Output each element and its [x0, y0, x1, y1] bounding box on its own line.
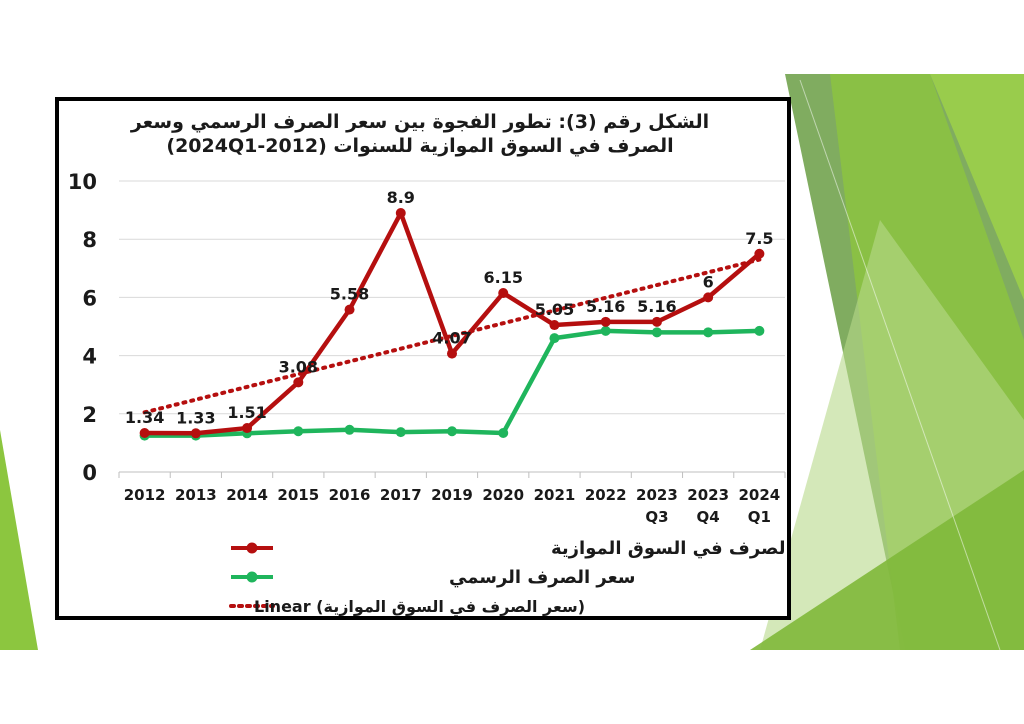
x-tick-label: 2017 [380, 486, 422, 504]
x-tick-label: 2013 [175, 486, 217, 504]
data-point [754, 325, 765, 336]
x-tick-label: 2016 [329, 486, 371, 504]
legend-item-trend: Linear (سعر الصرف في السوق الموازية) [229, 597, 585, 616]
y-tick-label: 0 [82, 461, 97, 485]
data-label: 5.58 [330, 285, 369, 304]
data-point [190, 428, 201, 439]
data-point [293, 377, 304, 388]
legend-label-trend: Linear (سعر الصرف في السوق الموازية) [254, 597, 585, 616]
line-chart: الشكل رقم (3): تطور الفجوة بين سعر الصرف… [68, 111, 787, 616]
data-label: 6.15 [483, 268, 522, 287]
data-point [395, 208, 406, 219]
data-point [344, 424, 355, 435]
chart-frame: الشكل رقم (3): تطور الفجوة بين سعر الصرف… [55, 97, 791, 620]
data-point [139, 428, 150, 439]
chart-title-line-1: الشكل رقم (3): تطور الفجوة بين سعر الصرف… [130, 111, 709, 133]
series-official [139, 325, 765, 441]
x-tick-label: Q4 [697, 508, 720, 526]
data-label: 3.08 [279, 357, 318, 376]
x-tick-label: 2024 [739, 486, 781, 504]
data-point [447, 426, 457, 437]
data-label: 5.05 [535, 300, 574, 319]
y-tick-label: 4 [82, 345, 97, 369]
legend-marker-official [246, 571, 258, 583]
x-tick-label: Q3 [645, 508, 668, 526]
x-axis: 2012 2013 2014 2015 2016 2017 2019 2020 2021 2022… [118, 471, 786, 526]
bottom-margin [0, 650, 1024, 724]
x-tick-label: 2014 [226, 486, 268, 504]
data-point [293, 426, 304, 437]
data-point [549, 320, 560, 331]
decor-shape-bottom [750, 470, 1024, 650]
data-label: 8.9 [387, 188, 415, 207]
data-point [344, 304, 355, 315]
data-label: 1.33 [176, 408, 215, 427]
data-point [754, 248, 765, 259]
y-tick-label: 6 [82, 286, 97, 310]
legend-label-parallel: سعر الصرف في السوق الموازية [551, 538, 787, 559]
data-point [498, 428, 509, 439]
y-axis-ticks: 0 2 4 6 8 10 [68, 170, 97, 485]
data-point [395, 427, 406, 438]
data-point [600, 325, 611, 336]
x-tick-label: 2022 [585, 486, 627, 504]
series-lines [139, 208, 765, 441]
data-label: 5.16 [637, 297, 676, 316]
y-tick-label: 8 [82, 228, 97, 252]
x-tick-label: 2023 [687, 486, 729, 504]
data-point [600, 316, 611, 327]
data-label: 6 [703, 272, 714, 291]
data-point [651, 316, 662, 327]
legend-item-parallel: سعر الصرف في السوق الموازية [231, 538, 787, 559]
data-labels: 1.34 1.33 1.51 3.08 5.58 8.9 4.07 6.15 5.05 5.16 5… [125, 188, 774, 427]
data-label: 4.07 [432, 329, 471, 348]
y-tick-label: 2 [82, 403, 97, 427]
data-label: 1.34 [125, 408, 164, 427]
gridlines [119, 180, 785, 415]
decor-shape-left [0, 430, 38, 650]
x-tick-label: 2020 [482, 486, 524, 504]
y-tick-label: 10 [68, 170, 97, 194]
data-point [651, 327, 662, 338]
x-tick-label: Q1 [748, 508, 771, 526]
series-line [144, 210, 761, 436]
series-parallel [139, 208, 765, 439]
x-tick-label: 2023 [636, 486, 678, 504]
legend-marker-parallel [246, 542, 258, 554]
data-point [549, 333, 560, 344]
x-tick-label: 2021 [534, 486, 576, 504]
data-point [447, 348, 457, 359]
data-label: 5.16 [586, 297, 625, 316]
x-tick-label: 2015 [277, 486, 319, 504]
data-point [703, 292, 714, 303]
trendline-path [142, 257, 762, 415]
chart-title-line-2: الصرف في السوق الموازية للسنوات (2012-20… [166, 135, 673, 157]
data-point [498, 288, 509, 299]
legend-label-official: سعر الصرف الرسمي [449, 567, 635, 588]
data-label: 7.5 [745, 229, 773, 248]
x-tick-label: 2012 [124, 486, 166, 504]
data-label: 1.51 [227, 403, 266, 422]
decor-line [799, 79, 1001, 651]
data-point [242, 423, 253, 434]
decor-shape-top [930, 74, 1024, 300]
legend-item-official: سعر الصرف الرسمي [231, 567, 635, 588]
legend: سعر الصرف في السوق الموازية سعر الصرف ال… [229, 538, 787, 616]
x-tick-label: 2019 [431, 486, 473, 504]
trendline [142, 257, 762, 415]
data-point [703, 327, 714, 338]
chart-title: الشكل رقم (3): تطور الفجوة بين سعر الصرف… [130, 111, 709, 157]
